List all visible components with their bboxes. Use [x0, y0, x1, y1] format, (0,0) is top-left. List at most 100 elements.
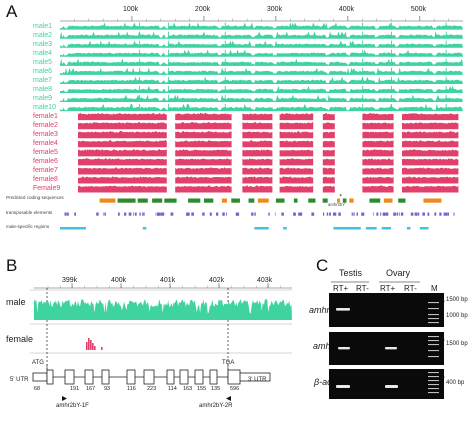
te-mark: [362, 212, 365, 216]
msr-mark: [381, 227, 392, 230]
a-track-label-female3: female3: [33, 131, 58, 139]
marker-label-1500-top: 1500 bp: [446, 297, 468, 303]
te-mark: [298, 212, 301, 216]
te-mark: [326, 212, 329, 216]
a-tick-300k: 300k: [266, 6, 283, 13]
a-tick-200k: 200k: [194, 6, 211, 13]
exon-size-label: 68: [34, 386, 41, 392]
msr-mark: [333, 227, 361, 230]
a-track-label-female9: Female9: [33, 185, 61, 193]
te-mark: [393, 212, 396, 216]
cds-mark: [248, 198, 255, 203]
marker-label-1000-top: 1000 bp: [446, 313, 468, 319]
cds-mark: [203, 198, 214, 203]
gel-band: [385, 385, 398, 388]
a-track-label-female8: female8: [33, 176, 58, 184]
exon-box: [227, 369, 241, 385]
b-female-coverage: [92, 343, 94, 350]
exon-box: [143, 369, 155, 385]
exon-box: [46, 369, 54, 385]
b-tick-399k: 399k: [62, 277, 78, 284]
te-mark: [139, 212, 141, 216]
exon-box: [84, 369, 94, 385]
coverage-female5: [78, 149, 459, 157]
exon-box: [126, 369, 136, 385]
te-mark: [427, 212, 429, 216]
exon-size-label: 135: [211, 386, 221, 392]
b-track-male: male: [6, 297, 26, 307]
coverage-female4: [78, 140, 459, 148]
b-female-coverage: [94, 346, 96, 350]
te-mark: [251, 212, 254, 216]
cds-mark: [342, 198, 347, 203]
gene-label-amhr2by: amhr2bY: [328, 202, 345, 207]
cds-mark: [423, 198, 442, 203]
b-primer-f-label: amhr2bY-1F: [56, 403, 89, 409]
marker-label-1500-mid: 1500 bp: [446, 341, 468, 347]
msr-mark: [60, 227, 86, 230]
b-female-coverage: [101, 347, 103, 350]
te-mark: [202, 212, 205, 216]
te-mark: [439, 212, 442, 216]
exon-box: [64, 369, 75, 385]
te-mark: [447, 212, 449, 216]
msr-mark: [419, 227, 429, 230]
a-track-label-male4: male4: [33, 49, 53, 57]
ladder-band: [428, 314, 439, 316]
lane-label-m: M: [431, 284, 438, 293]
te-mark: [67, 212, 69, 216]
panel-b-figure: [30, 283, 292, 401]
exon-box: [166, 369, 175, 385]
coverage-female7: [78, 167, 459, 175]
gel-label-amhr2a: amhr2a: [313, 341, 344, 351]
a-tick-500k: 500k: [410, 6, 426, 13]
te-mark: [396, 212, 399, 216]
coverage-female2: [78, 121, 459, 130]
te-mark: [417, 212, 420, 216]
coverage-female9: [78, 185, 459, 193]
ladder-band: [428, 372, 439, 374]
a-track-label-female5: female5: [33, 149, 58, 157]
cds-mark: [337, 198, 340, 203]
te-mark: [160, 212, 163, 216]
te-mark: [186, 212, 188, 216]
a-track-label-female7: female7: [33, 167, 58, 175]
primer-r-arrow: [226, 396, 231, 401]
cds-mark: [164, 198, 177, 203]
te-mark: [74, 212, 76, 216]
b-tick-402k: 402k: [209, 277, 225, 284]
cds-mark: [152, 198, 163, 203]
te-mark: [133, 212, 135, 216]
gel-band: [385, 347, 397, 350]
a-track-label-male10: male10: [33, 103, 56, 111]
te-mark: [445, 212, 448, 216]
te-mark: [334, 212, 337, 216]
te-mark: [385, 212, 387, 216]
a-track-label-male9: male9: [33, 94, 53, 102]
te-mark: [356, 212, 358, 216]
coverage-female6: [78, 158, 459, 166]
exon-size-label: 596: [230, 386, 240, 392]
tissue-testis-label: Testis: [339, 268, 363, 278]
te-mark: [300, 212, 303, 216]
b-atg-label: ATG: [32, 360, 44, 366]
ladder-band: [428, 392, 439, 394]
msr-mark: [406, 227, 411, 230]
te-mark: [353, 212, 355, 216]
a-track-label-male6: male6: [33, 67, 53, 75]
lane-label-3: RT+: [380, 284, 396, 293]
ladder-band: [428, 322, 439, 324]
b-tick-401k: 401k: [160, 277, 176, 284]
ladder-band: [428, 380, 439, 382]
a-track-label-male8: male8: [33, 85, 53, 93]
exon-size-label: 167: [86, 386, 96, 392]
te-mark: [170, 212, 174, 216]
te-mark: [399, 212, 400, 216]
exon-size-label: 116: [127, 386, 136, 392]
cds-mark: [275, 198, 285, 203]
te-mark: [222, 212, 225, 216]
gel-label-beta-actin: β-actin: [314, 377, 342, 387]
a-tick-400k: 400k: [338, 6, 355, 13]
a-track-label-female2: female2: [33, 122, 58, 130]
ladder-band: [428, 336, 439, 338]
